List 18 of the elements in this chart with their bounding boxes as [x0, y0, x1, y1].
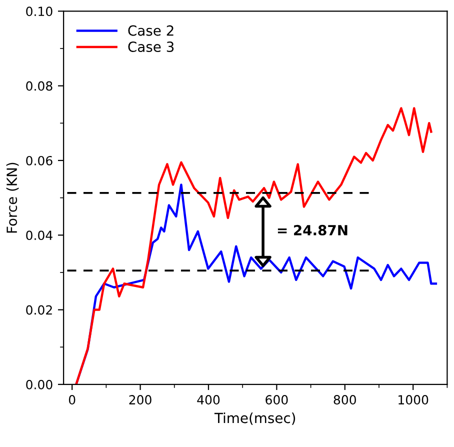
x-tick-label: 200: [129, 395, 152, 405]
x-tick-label: 0: [68, 395, 76, 405]
y-tick-label: 0.08: [26, 81, 52, 91]
x-tick-label: 400: [197, 395, 220, 405]
legend-label: Case 3: [128, 42, 174, 52]
y-axis-title: Force (KN): [6, 162, 19, 233]
x-axis-title: Time(msec): [214, 412, 296, 425]
line-series: [75, 107, 432, 384]
y-tick-label: 0.06: [26, 156, 52, 166]
x-tick-label: 1000: [398, 395, 428, 405]
y-tick-label: 0.02: [26, 305, 52, 315]
annotation: = 24.87N: [278, 224, 348, 236]
y-tick-label: 0.04: [26, 230, 52, 240]
x-tick-label: 800: [334, 395, 356, 405]
y-tick-label: 0.10: [26, 6, 52, 16]
legend-label: Case 2: [128, 25, 174, 36]
x-tick-label: 600: [266, 395, 288, 405]
y-tick-label: 0.00: [26, 380, 52, 390]
